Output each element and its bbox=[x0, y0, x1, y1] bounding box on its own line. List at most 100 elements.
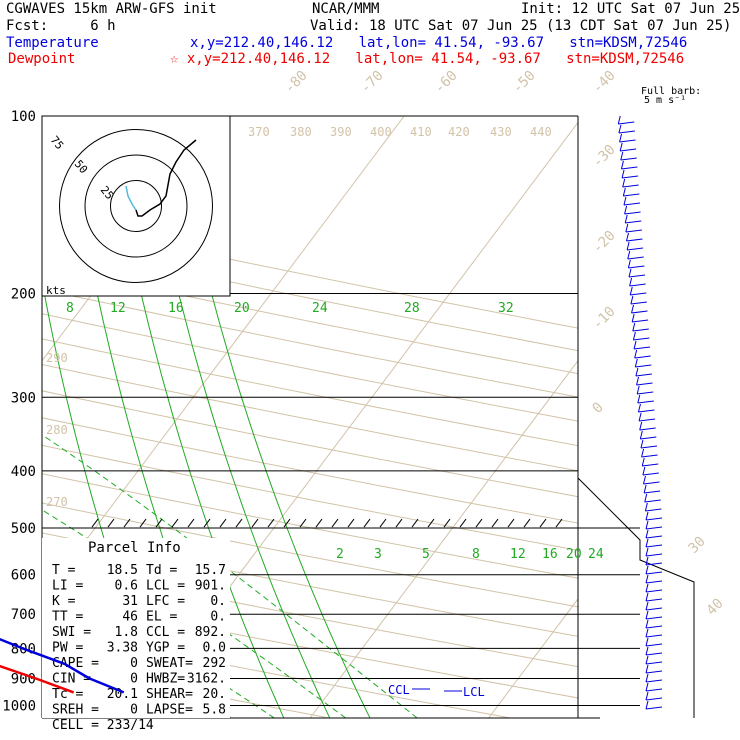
theta-label: 290 bbox=[46, 351, 68, 365]
barb-staff bbox=[645, 706, 663, 710]
isotherm-label: 40 bbox=[704, 596, 727, 619]
isotherm-label: -50 bbox=[510, 68, 539, 97]
parcel-label: SWI = bbox=[52, 625, 91, 640]
parcel-label: YGP = bbox=[146, 641, 185, 656]
wind-barb bbox=[620, 160, 638, 170]
hatch-mark bbox=[187, 518, 195, 528]
wind-barb bbox=[623, 196, 641, 206]
theta-label: 420 bbox=[448, 125, 470, 139]
wind-barb bbox=[638, 412, 656, 422]
sounding-profiles: CCL LCL bbox=[0, 637, 485, 699]
theta-label: 370 bbox=[248, 125, 270, 139]
barb-flag bbox=[645, 637, 649, 647]
parcel-label: CELL = 233/14 bbox=[52, 718, 154, 733]
barb-staff bbox=[618, 121, 635, 125]
barb-panel-edge bbox=[577, 477, 695, 718]
barb-flag bbox=[633, 340, 637, 350]
barb-flag bbox=[623, 196, 627, 206]
isotherm-line bbox=[309, 359, 578, 718]
wind-barb bbox=[645, 520, 663, 530]
dry-adiabat-line bbox=[42, 473, 578, 579]
wind-barb bbox=[643, 484, 661, 494]
hodograph-unit-label: kts bbox=[46, 284, 66, 297]
wind-barb bbox=[625, 232, 643, 242]
mixing-ratio-label: 28 bbox=[404, 301, 420, 316]
barb-flag bbox=[630, 295, 634, 305]
wind-barb bbox=[645, 691, 663, 701]
barb-flag bbox=[639, 430, 643, 440]
hatch-mark bbox=[379, 518, 387, 528]
hatch-mark bbox=[203, 518, 211, 528]
hatch-mark bbox=[507, 518, 515, 528]
barb-flag bbox=[632, 322, 636, 332]
theta-label: 400 bbox=[370, 125, 392, 139]
isotherm-label: 30 bbox=[686, 534, 709, 557]
wind-barb bbox=[629, 286, 647, 296]
header-fcst: Fcst: 6 h bbox=[6, 18, 116, 34]
wind-barb bbox=[644, 493, 661, 503]
hatch-mark bbox=[475, 518, 483, 528]
theta-label: 280 bbox=[46, 423, 68, 437]
barb-flag bbox=[642, 466, 646, 476]
parcel-value: 1.8 bbox=[115, 625, 138, 640]
barb-staff bbox=[621, 166, 638, 170]
hatch-mark bbox=[251, 518, 259, 528]
barb-flag bbox=[645, 547, 649, 557]
barb-staff bbox=[623, 202, 641, 206]
barb-flag bbox=[645, 610, 649, 620]
barb-flag bbox=[617, 115, 621, 125]
wind-barbs bbox=[617, 115, 663, 710]
barb-staff bbox=[622, 184, 639, 188]
barb-staff bbox=[645, 598, 663, 602]
wind-barb bbox=[645, 646, 663, 656]
barb-scale-unit: 5 m s⁻¹ bbox=[644, 95, 687, 106]
wind-barb bbox=[629, 277, 646, 287]
wind-barb bbox=[632, 322, 649, 332]
barb-staff bbox=[628, 274, 646, 278]
mixing-ratio-label: 8 bbox=[472, 547, 480, 562]
barb-flag bbox=[645, 682, 649, 692]
barb-flag bbox=[637, 403, 641, 413]
wind-barb bbox=[632, 331, 650, 341]
mixing-ratio-label: 16 bbox=[542, 547, 558, 562]
barb-staff bbox=[645, 517, 663, 521]
barb-staff bbox=[620, 148, 637, 152]
header-init: Init: 12 UTC Sat 07 Jun 25 bbox=[521, 1, 740, 17]
barb-flag bbox=[645, 691, 649, 701]
barb-flag bbox=[644, 493, 648, 503]
barb-staff bbox=[642, 463, 659, 467]
freezing-level-hatch bbox=[91, 518, 563, 528]
barb-flag bbox=[631, 304, 634, 314]
barb-staff bbox=[637, 391, 654, 395]
barb-staff bbox=[631, 310, 648, 314]
barb-flag bbox=[624, 214, 628, 224]
wind-barb bbox=[637, 403, 655, 413]
wind-barb bbox=[634, 349, 651, 359]
parcel-value: 15.7 bbox=[195, 563, 226, 578]
barb-staff bbox=[638, 409, 655, 413]
barb-staff bbox=[645, 553, 663, 557]
barb-staff bbox=[645, 535, 663, 539]
temperature-profile bbox=[0, 637, 125, 694]
pressure-tick-label: 200 bbox=[11, 286, 36, 302]
parcel-value: 0 bbox=[130, 672, 138, 687]
isotherm-line bbox=[488, 598, 578, 718]
barb-staff bbox=[639, 418, 656, 422]
barb-scale-title: Full barb: bbox=[641, 86, 702, 97]
parcel-value: 46 bbox=[122, 610, 138, 625]
isotherm-label: -40 bbox=[590, 68, 619, 97]
hatch-mark bbox=[299, 518, 307, 528]
wind-barb bbox=[618, 124, 635, 134]
temperature-location: x,y=212.40,146.12 lat,lon= 41.54, -93.67… bbox=[190, 35, 688, 51]
wind-barb bbox=[645, 682, 663, 692]
barb-staff bbox=[640, 436, 657, 440]
barb-staff bbox=[644, 499, 661, 503]
mixing-ratio-label: 12 bbox=[510, 547, 526, 562]
parcel-label: Tc = bbox=[52, 687, 83, 702]
barb-staff bbox=[645, 508, 662, 512]
parcel-label: T = bbox=[52, 563, 76, 578]
wind-barb bbox=[639, 421, 656, 431]
wind-barb bbox=[645, 511, 663, 521]
barb-flag bbox=[632, 331, 636, 341]
moist-adiabat-line bbox=[42, 434, 418, 718]
